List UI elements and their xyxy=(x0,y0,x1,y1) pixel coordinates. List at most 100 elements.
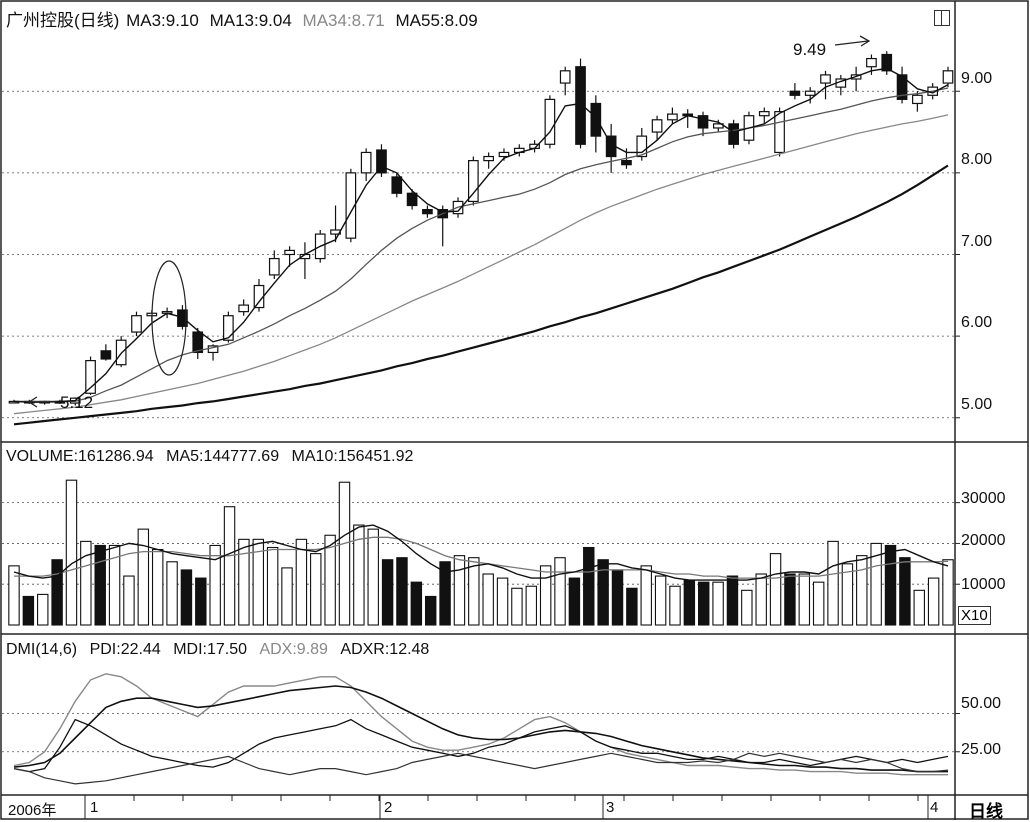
candle-body xyxy=(697,115,709,129)
ma3-line xyxy=(13,67,949,403)
candle-body xyxy=(758,111,770,117)
candle-body xyxy=(406,192,418,207)
dmi-tick-25: 25.00 xyxy=(961,741,1002,758)
candle-body xyxy=(942,70,954,84)
volume-bar xyxy=(769,553,782,626)
volume-ma5-line xyxy=(13,524,949,581)
volume-bar xyxy=(252,538,264,626)
volume-bar xyxy=(453,555,466,626)
volume-bar xyxy=(166,561,178,626)
volume-bar xyxy=(353,524,365,626)
volume-bar xyxy=(942,559,954,626)
price-panel xyxy=(8,51,954,426)
volume-unit-label: X10 xyxy=(958,606,991,625)
mdi-line xyxy=(13,752,949,785)
volume-bar xyxy=(195,577,207,626)
candle-body xyxy=(376,149,387,174)
x-label-month-3: 3 xyxy=(606,799,615,816)
dmi-tick-50: 50.00 xyxy=(961,695,1002,712)
volume-bar xyxy=(410,581,423,626)
candle-body xyxy=(483,155,495,162)
volume-bar xyxy=(870,542,882,626)
price-indicator-bar: 广州控股(日线) MA3:9.10 MA13:9.04 MA34:8.71 MA… xyxy=(6,6,478,31)
volume-bar xyxy=(108,544,121,626)
candle-body xyxy=(238,304,250,313)
price-tick-700: 7.00 xyxy=(961,233,993,250)
price-tick-800: 8.00 xyxy=(961,151,993,168)
x-label-year: 2006年 xyxy=(8,802,57,819)
volume-bar xyxy=(123,575,135,626)
volume-bar xyxy=(583,546,595,626)
candle-body xyxy=(866,57,877,68)
candle-body xyxy=(467,160,479,203)
candle-body xyxy=(590,102,602,137)
candle-body xyxy=(391,176,403,194)
dmi-panel xyxy=(13,673,949,785)
vol-ma10-value: MA10:156451.92 xyxy=(291,448,414,465)
candle-body xyxy=(820,74,831,84)
candle-body xyxy=(192,331,204,354)
volume-bar xyxy=(266,546,279,626)
candle-body xyxy=(85,360,96,394)
candle-body xyxy=(636,135,648,158)
x-label-month-4: 4 xyxy=(930,799,939,816)
ma13-value: MA13:9.04 xyxy=(209,11,292,30)
volume-bar xyxy=(827,540,839,626)
volume-bar xyxy=(597,559,609,626)
panel-toggle-button[interactable] xyxy=(934,10,950,26)
volume-bar xyxy=(209,544,221,626)
volume-bar xyxy=(80,540,92,626)
ma3-value: MA3:9.10 xyxy=(126,11,199,30)
volume-bar xyxy=(338,481,351,626)
price-tick-500: 5.00 xyxy=(961,396,993,413)
volume-panel xyxy=(8,479,954,626)
pdi-value: PDI:22.44 xyxy=(89,641,161,658)
volume-bar xyxy=(180,569,193,626)
volume-bar xyxy=(669,585,681,626)
stock-title: 广州控股(日线) xyxy=(6,11,120,30)
candle-body xyxy=(268,257,280,276)
volume-bar xyxy=(238,538,250,626)
candle-body xyxy=(667,113,678,121)
price-tick-900: 9.00 xyxy=(961,70,993,87)
volume-bar xyxy=(137,528,150,626)
volume-bar xyxy=(496,577,509,626)
volume-bar xyxy=(151,548,164,626)
volume-bar xyxy=(511,587,523,626)
candle-body xyxy=(651,119,663,133)
volume-bar xyxy=(324,534,336,626)
candle-body xyxy=(896,74,908,100)
volume-tick-30000: 30000 xyxy=(961,490,1006,507)
price-tick-600: 6.00 xyxy=(961,314,993,331)
candle-body xyxy=(575,66,586,145)
volume-bar xyxy=(654,575,667,626)
x-axis xyxy=(84,795,929,819)
volume-bar xyxy=(94,544,106,626)
volume-bar xyxy=(683,579,696,626)
volume-bar xyxy=(439,561,451,626)
volume-bar xyxy=(726,575,739,626)
ma34-line xyxy=(13,114,949,415)
candle-body xyxy=(804,90,816,96)
volume-value: VOLUME:161286.94 xyxy=(6,448,154,465)
volume-bar xyxy=(539,565,552,626)
candle-body xyxy=(774,111,785,154)
volume-bar xyxy=(37,593,49,626)
x-label-month-2: 2 xyxy=(384,799,393,816)
volume-bar xyxy=(798,573,811,626)
volume-ma10-line xyxy=(14,536,949,579)
candle-body xyxy=(223,315,234,341)
ma13-line xyxy=(14,87,949,403)
volume-bar xyxy=(784,573,796,626)
vol-ma5-value: MA5:144777.69 xyxy=(166,448,280,465)
volume-bar xyxy=(525,585,538,626)
volume-bar xyxy=(913,589,925,626)
volume-bar xyxy=(223,506,236,626)
period-button[interactable]: 日线 xyxy=(969,802,1003,821)
dmi-indicator-bar: DMI(14,6) PDI:22.44 MDI:17.50 ADX:9.89 A… xyxy=(6,641,429,659)
candle-body xyxy=(621,160,632,166)
mdi-value: MDI:17.50 xyxy=(173,641,247,658)
adx-value: ADX:9.89 xyxy=(259,641,328,658)
